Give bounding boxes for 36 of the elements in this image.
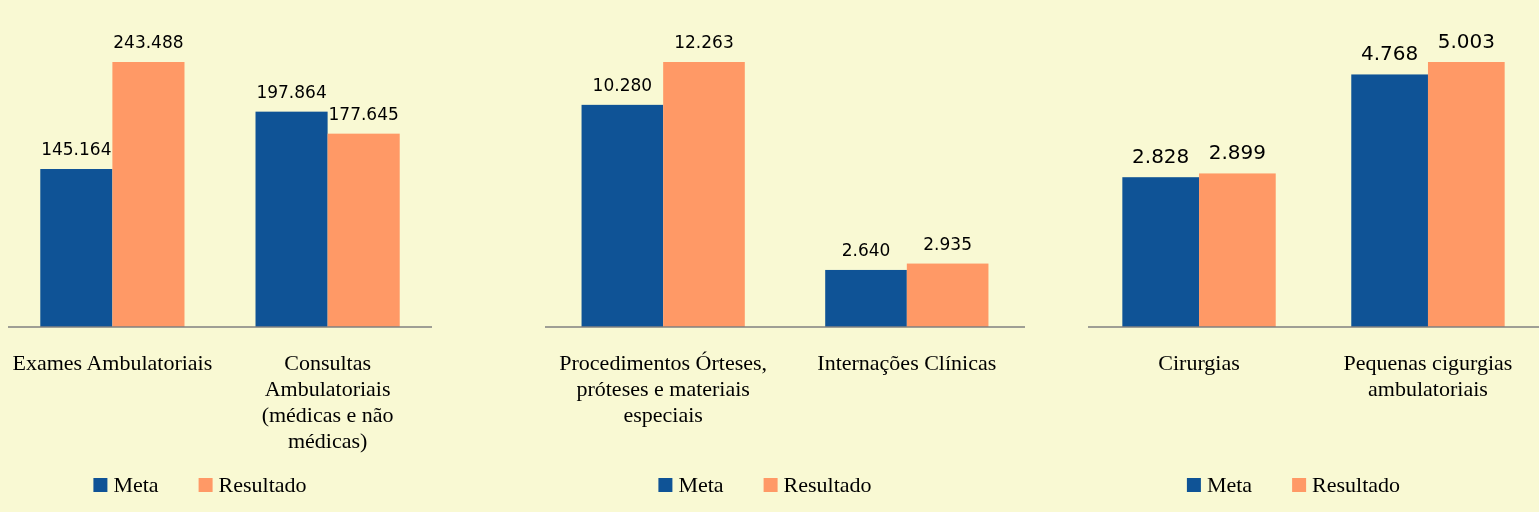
bar: [327, 133, 400, 327]
bar: [1351, 74, 1428, 327]
bar: [255, 111, 328, 327]
data-label: 12.263: [674, 32, 734, 52]
data-label: 5.003: [1437, 29, 1495, 53]
bar: [663, 62, 745, 327]
data-label: 2.828: [1132, 144, 1190, 169]
legend-label: Resultado: [1312, 472, 1401, 497]
x-tick-label: Procedimentos Órteses, próteses e materiais especiais: [559, 350, 768, 427]
data-label: 2.935: [923, 233, 972, 254]
legend-label: Resultado: [218, 472, 307, 497]
data-label: 243.488: [113, 32, 184, 52]
data-label: 2.640: [841, 239, 891, 260]
data-label: 197.864: [256, 81, 327, 102]
x-tick-label: Cirurgias: [1158, 350, 1240, 375]
legend-label: Meta: [678, 472, 724, 497]
bar: [906, 263, 989, 327]
bar: [1199, 173, 1276, 327]
data-label: 4.768: [1360, 41, 1419, 66]
bar: [112, 62, 185, 327]
legend-label: Resultado: [783, 472, 872, 497]
bar: [581, 104, 664, 327]
x-tick-label: Consultas Ambulatoriais (médicas e não médicas): [261, 350, 394, 453]
bar: [825, 269, 907, 327]
x-tick-label: Exames Ambulatoriais: [12, 350, 213, 375]
x-tick-label: Internações Clínicas: [817, 350, 997, 375]
data-label: 177.645: [328, 103, 399, 124]
data-label: 145.164: [41, 139, 112, 160]
legend-label: Meta: [113, 472, 159, 497]
legend-label: Meta: [1206, 472, 1253, 497]
data-label: 2.899: [1208, 140, 1267, 165]
bar: [1122, 177, 1200, 327]
bar: [1427, 62, 1505, 327]
x-tick-label: Pequenas cigurgias ambulatoriais: [1343, 350, 1513, 401]
bar: [40, 169, 113, 327]
data-label: 10.280: [592, 74, 653, 95]
